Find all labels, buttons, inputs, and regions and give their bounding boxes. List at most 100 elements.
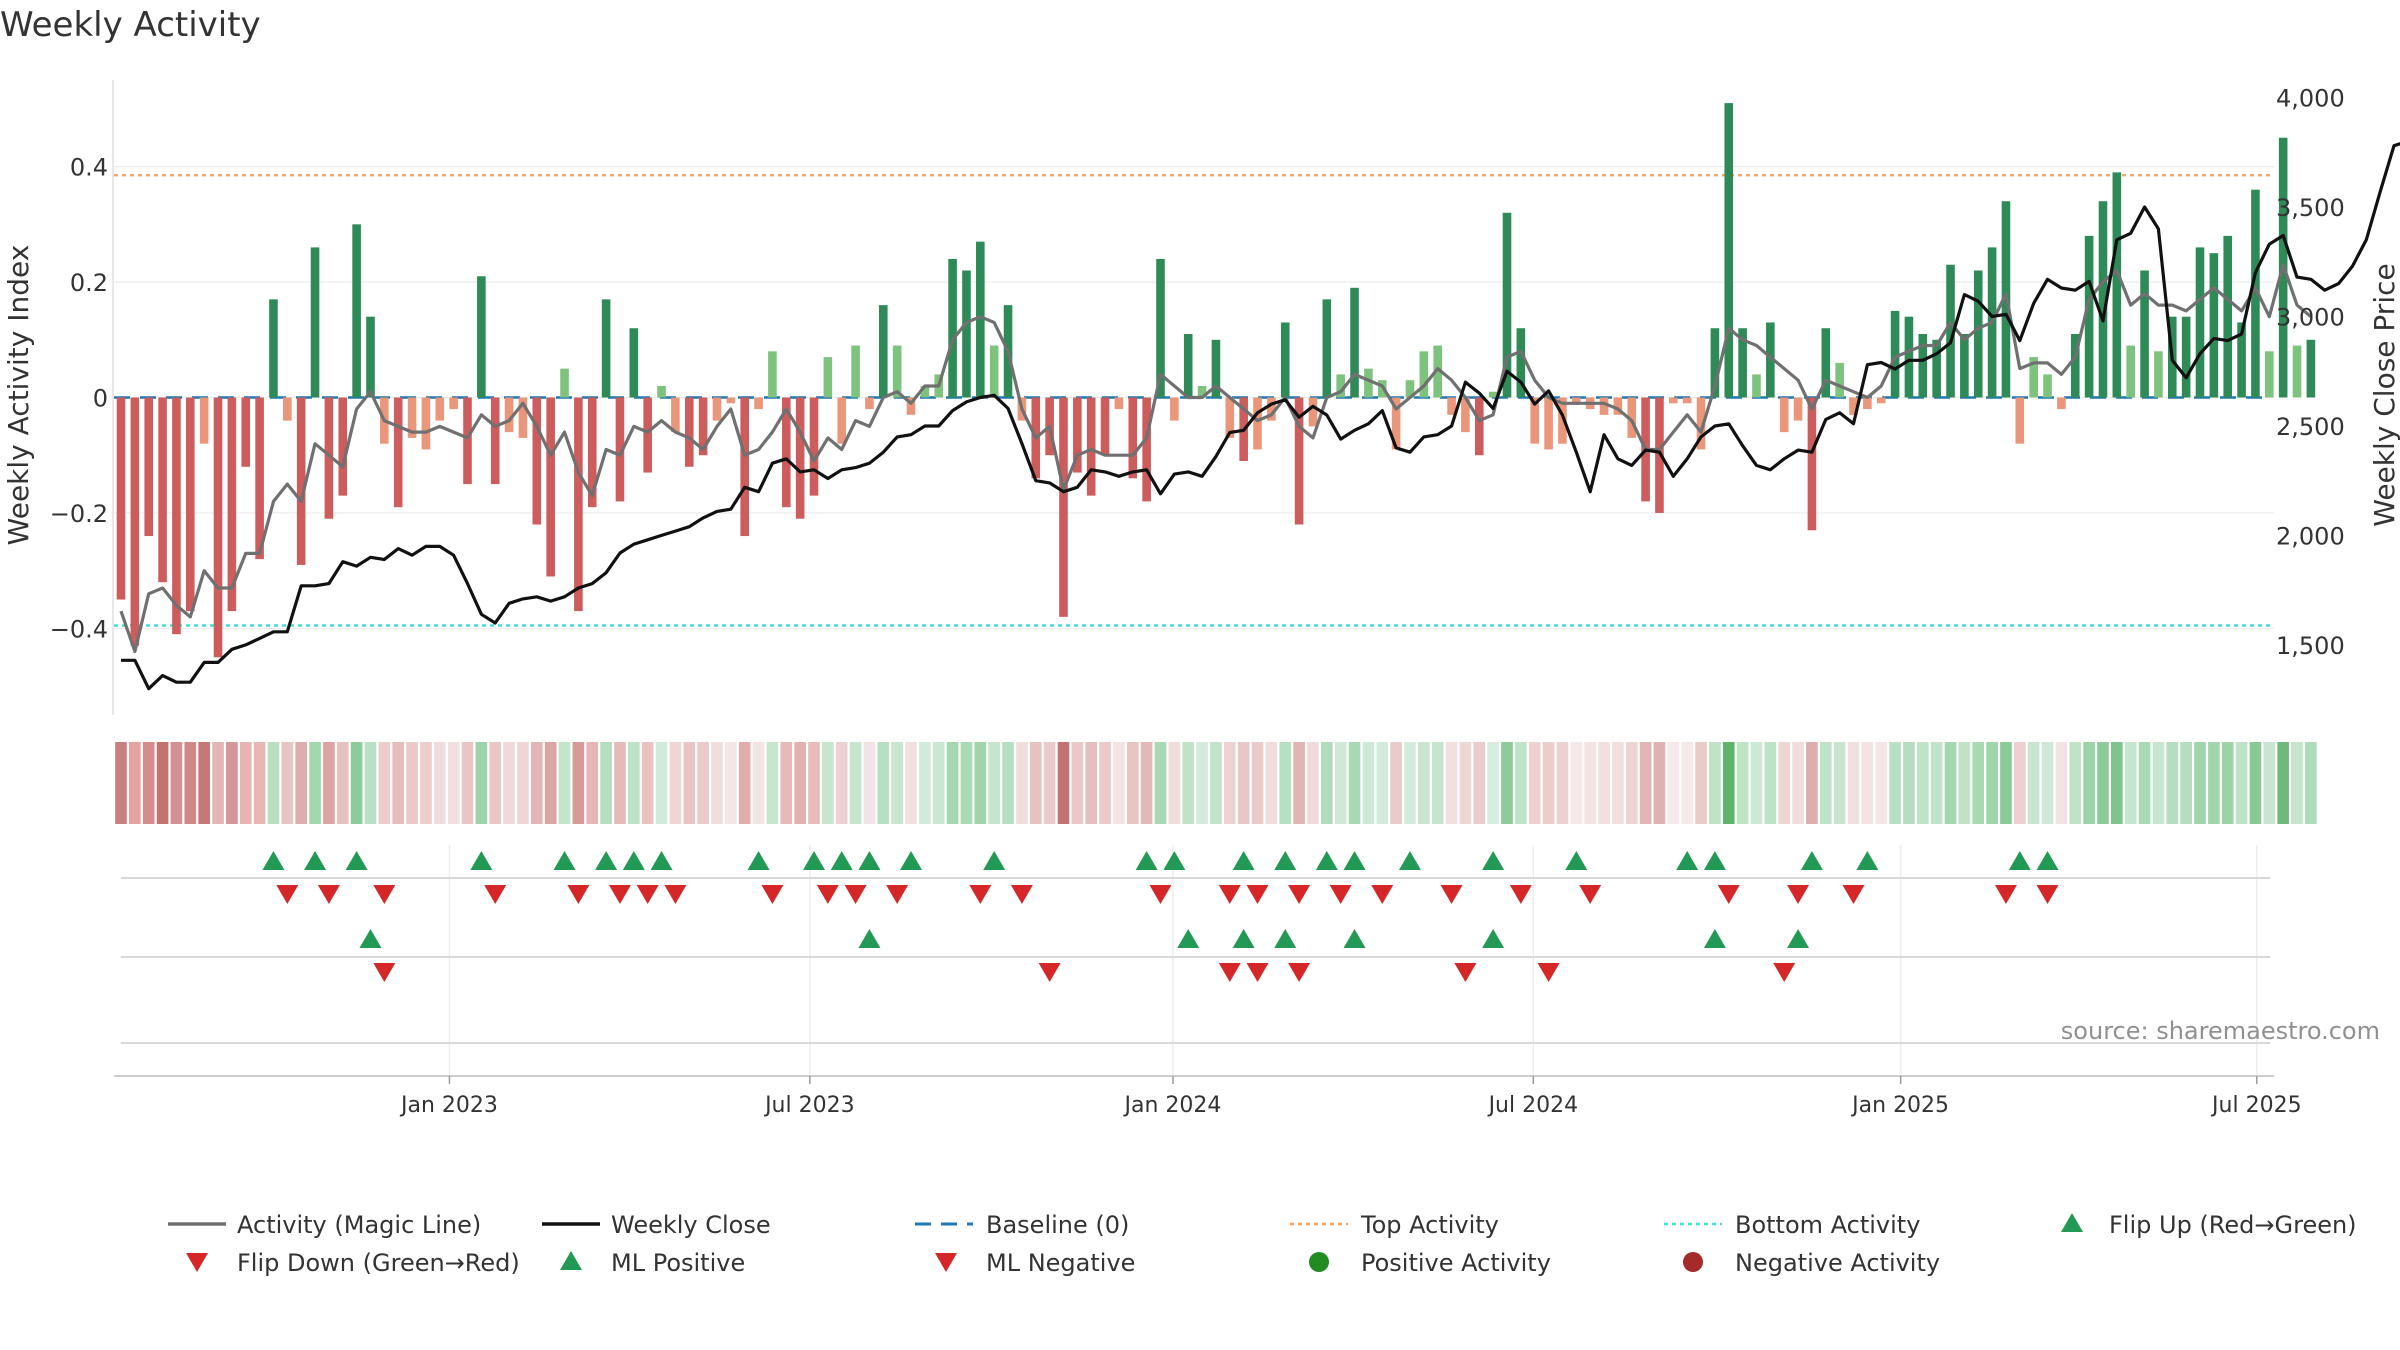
- ribbon-cell: [1223, 742, 1236, 824]
- y-tick-label: −0.4: [50, 615, 108, 643]
- ribbon-cell: [1903, 742, 1915, 824]
- activity-bar: [2057, 397, 2066, 410]
- y2-tick-label: 4,000: [2276, 85, 2345, 113]
- ribbon-cell: [1362, 742, 1375, 824]
- activity-bar: [1197, 385, 1207, 398]
- activity-bar: [1128, 397, 1138, 479]
- activity-bar: [2126, 345, 2135, 398]
- ribbon-cell: [1986, 742, 1998, 824]
- ribbon-cell: [946, 742, 959, 824]
- ml-positive-marker: [1787, 929, 1810, 948]
- activity-bar: [241, 397, 251, 467]
- activity-bar: [1572, 397, 1581, 404]
- flip-up-marker: [1703, 851, 1726, 870]
- ribbon-cell: [1612, 742, 1624, 824]
- ribbon-cell: [752, 742, 765, 824]
- flip-up-marker: [304, 851, 327, 870]
- ribbon-cell: [2041, 742, 2054, 824]
- activity-bar: [213, 397, 223, 658]
- legend-item-flip-up: Flip Up (Red→Green): [2061, 1211, 2357, 1239]
- activity-bar: [2209, 253, 2219, 398]
- activity-bar: [809, 397, 819, 496]
- activity-bar: [1682, 397, 1692, 404]
- activity-bar: [1876, 397, 1886, 404]
- ribbon-cell: [1320, 742, 1333, 824]
- activity-bar: [1530, 397, 1540, 444]
- activity-bar: [199, 397, 209, 444]
- ribbon-cell: [738, 742, 751, 824]
- activity-bar: [768, 351, 777, 398]
- flip-down-marker: [1440, 885, 1463, 904]
- x-tick-label: Jul 2023: [763, 1093, 855, 1118]
- activity-bar: [2140, 270, 2149, 398]
- activity-bar: [1280, 322, 1290, 398]
- legend-label-weekly-close: Weekly Close: [611, 1211, 771, 1239]
- ribbon-cell: [641, 742, 654, 824]
- ribbon-cell: [142, 742, 155, 824]
- ribbon-cell: [253, 742, 266, 824]
- ml-negative-marker: [1537, 963, 1560, 982]
- ribbon-cell: [1875, 742, 1888, 824]
- ribbon-cell: [1681, 742, 1694, 824]
- activity-bar: [976, 241, 985, 398]
- ribbon-cell: [433, 742, 446, 824]
- flip-up-marker: [1856, 851, 1879, 870]
- flip-up-marker: [553, 851, 576, 870]
- source-note: source: sharemaestro.com: [2061, 1017, 2380, 1045]
- series-lines: [119, 142, 2400, 691]
- ribbon-cell: [1916, 742, 1929, 824]
- flip-down-marker: [1329, 885, 1352, 904]
- ribbon-cell: [239, 742, 252, 824]
- ribbon-cell: [1334, 742, 1347, 824]
- ribbon-cell: [489, 742, 502, 824]
- ribbon-cell: [170, 742, 183, 824]
- activity-bar: [795, 397, 805, 519]
- x-tick-label: Jan 2023: [399, 1093, 498, 1118]
- ribbon-cell: [461, 742, 474, 824]
- activity-bar: [283, 397, 292, 421]
- ribbon-cell: [1833, 742, 1846, 824]
- ribbon-cell: [2138, 742, 2151, 824]
- ribbon-cell: [1473, 742, 1486, 824]
- ribbon-cell: [766, 742, 779, 824]
- ribbon-cell: [1445, 742, 1458, 824]
- activity-bar: [1267, 397, 1276, 421]
- ribbon-cell: [1944, 742, 1957, 824]
- ribbon-cell: [406, 742, 418, 824]
- legend-swatch-flip-down: [186, 1253, 208, 1272]
- ml-positive-marker: [1232, 929, 1255, 948]
- ribbon-cell: [1459, 742, 1472, 824]
- ribbon-cell: [1140, 742, 1153, 824]
- ribbon-cell: [780, 742, 793, 824]
- flip-up-marker: [1343, 851, 1366, 870]
- ribbon-cell: [808, 742, 820, 824]
- ml-positive-marker: [359, 929, 382, 948]
- activity-bar: [1294, 397, 1304, 525]
- ribbon-cell: [517, 742, 529, 824]
- activity-bar: [1308, 397, 1318, 427]
- activity-bar: [1433, 345, 1442, 398]
- activity-bar: [1558, 397, 1567, 444]
- activity-bar: [2070, 334, 2080, 398]
- ribbon-cell: [1196, 742, 1208, 824]
- y-tick-label: 0.2: [70, 269, 108, 297]
- ribbon-cell: [1071, 742, 1084, 824]
- activity-bar: [754, 397, 763, 410]
- activity-bar: [1405, 380, 1415, 398]
- legend-item-top-activity: Top Activity: [1290, 1211, 1499, 1239]
- ml-negative-marker: [1773, 963, 1796, 982]
- ribbon-cell: [1598, 742, 1610, 824]
- legend-item-baseline: Baseline (0): [915, 1211, 1129, 1239]
- ribbon-cell: [2263, 742, 2276, 824]
- activity-bar: [172, 397, 181, 635]
- flip-up-marker: [858, 851, 881, 870]
- activity-bar: [1156, 258, 1165, 398]
- ribbon-cell: [600, 742, 612, 824]
- activity-bar: [2043, 374, 2052, 398]
- y2-tick-label: 1,500: [2276, 632, 2345, 660]
- ribbon-cell: [614, 742, 626, 824]
- ribbon-cell: [1418, 742, 1430, 824]
- flip-up-marker: [1676, 851, 1699, 870]
- activity-bar: [227, 397, 237, 612]
- ribbon-cell: [697, 742, 709, 824]
